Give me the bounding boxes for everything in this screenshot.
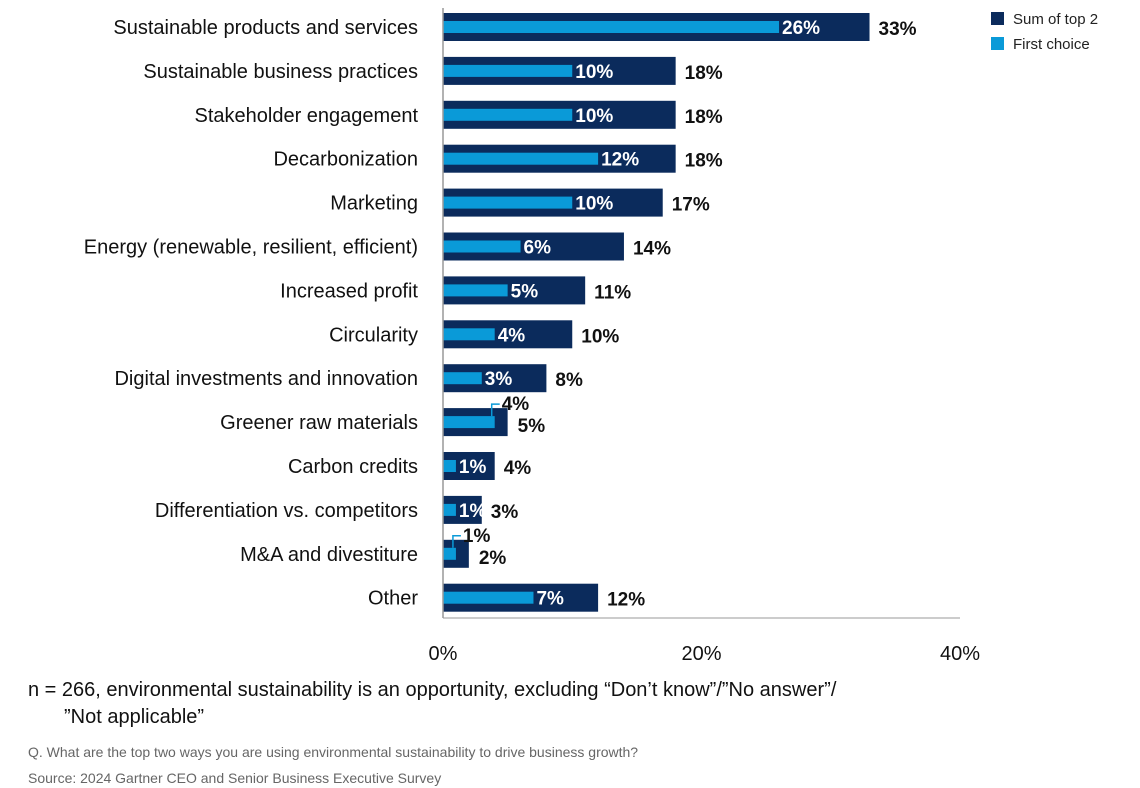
first-choice-label: 6% xyxy=(524,238,552,259)
first-choice-label: 4% xyxy=(498,325,526,346)
note-line-2: ”Not applicable” xyxy=(64,706,205,728)
category-label: Differentiation vs. competitors xyxy=(155,500,418,522)
first-choice-label: 10% xyxy=(575,194,613,215)
first-choice-label: 10% xyxy=(575,106,613,127)
category-label: Increased profit xyxy=(280,280,418,302)
category-label: Energy (renewable, resilient, efficient) xyxy=(84,237,418,259)
first-choice-label: 3% xyxy=(485,369,513,390)
sum-top2-label: 18% xyxy=(685,63,723,84)
category-label: Greener raw materials xyxy=(220,412,418,434)
first-choice-label: 1% xyxy=(459,457,487,478)
sum-top2-label: 11% xyxy=(594,282,631,303)
note-line-1: n = 266, environmental sustainability is… xyxy=(28,679,837,701)
category-label: M&A and divestiture xyxy=(240,544,418,566)
category-label: Circularity xyxy=(329,324,418,346)
x-tick-label: 0% xyxy=(429,643,458,665)
sum-top2-label: 18% xyxy=(685,151,723,172)
bar-first-choice xyxy=(443,328,495,341)
sum-top2-label: 33% xyxy=(879,19,917,40)
first-choice-label: 10% xyxy=(575,62,613,83)
category-label: Digital investments and innovation xyxy=(114,368,418,390)
legend-label: First choice xyxy=(1013,36,1090,53)
bar-first-choice xyxy=(443,64,573,77)
bar-first-choice xyxy=(443,108,573,121)
category-label: Sustainable products and services xyxy=(113,17,418,39)
first-choice-label: 26% xyxy=(782,18,820,39)
bar-first-choice xyxy=(443,372,482,385)
category-label: Sustainable business practices xyxy=(143,61,418,83)
legend-label: Sum of top 2 xyxy=(1013,11,1098,28)
bar-chart: Sustainable products and services 26% 33% S… xyxy=(84,8,1098,665)
bar-first-choice xyxy=(443,460,456,472)
first-choice-label: 7% xyxy=(536,589,564,610)
sum-top2-label: 18% xyxy=(685,107,723,128)
sum-top2-label: 2% xyxy=(479,548,507,569)
bar-first-choice xyxy=(443,591,534,604)
first-choice-label: 4% xyxy=(502,394,530,415)
x-tick-label: 20% xyxy=(681,643,721,665)
sum-top2-label: 17% xyxy=(672,195,710,216)
bar-first-choice xyxy=(443,196,573,209)
sum-top2-label: 5% xyxy=(518,416,546,437)
category-label: Decarbonization xyxy=(273,149,418,171)
first-choice-label: 5% xyxy=(511,281,539,302)
bar-first-choice xyxy=(443,152,599,165)
category-label: Stakeholder engagement xyxy=(195,105,419,127)
bar-first-choice xyxy=(443,240,521,253)
legend-swatch xyxy=(991,12,1004,25)
sum-top2-label: 4% xyxy=(504,458,532,479)
first-choice-label: 1% xyxy=(459,501,487,522)
source-text: Source: 2024 Gartner CEO and Senior Busi… xyxy=(28,770,442,786)
sample-note: n = 266, environmental sustainability is… xyxy=(28,677,836,731)
bar-first-choice xyxy=(443,547,456,560)
sum-top2-label: 8% xyxy=(555,370,583,391)
bar-first-choice xyxy=(443,284,508,297)
bar-first-choice xyxy=(443,21,780,33)
sum-top2-label: 10% xyxy=(581,326,619,347)
callout-line xyxy=(490,403,500,417)
question-text: Q. What are the top two ways you are usi… xyxy=(28,744,639,760)
sum-top2-label: 14% xyxy=(633,239,671,260)
sum-top2-label: 3% xyxy=(491,502,519,523)
category-label: Carbon credits xyxy=(288,456,418,478)
category-label: Other xyxy=(368,588,418,610)
sum-top2-label: 12% xyxy=(607,590,645,611)
callout-line xyxy=(452,535,461,548)
bar-first-choice xyxy=(443,503,456,516)
first-choice-label: 12% xyxy=(601,150,639,171)
category-label: Marketing xyxy=(330,193,418,215)
legend-swatch xyxy=(991,37,1004,50)
first-choice-label: 1% xyxy=(463,526,491,547)
bar-first-choice xyxy=(443,416,495,429)
x-tick-label: 40% xyxy=(940,643,980,665)
